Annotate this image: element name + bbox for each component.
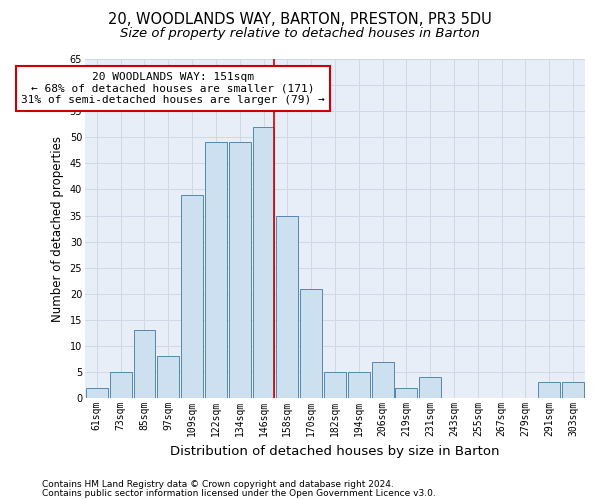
Text: Contains HM Land Registry data © Crown copyright and database right 2024.: Contains HM Land Registry data © Crown c… bbox=[42, 480, 394, 489]
Bar bbox=[562, 382, 584, 398]
Bar bbox=[277, 216, 298, 398]
Bar bbox=[253, 127, 274, 398]
Bar bbox=[538, 382, 560, 398]
Bar bbox=[324, 372, 346, 398]
Bar bbox=[395, 388, 418, 398]
Text: Contains public sector information licensed under the Open Government Licence v3: Contains public sector information licen… bbox=[42, 488, 436, 498]
Bar bbox=[181, 194, 203, 398]
Bar bbox=[419, 378, 441, 398]
Y-axis label: Number of detached properties: Number of detached properties bbox=[51, 136, 64, 322]
Bar bbox=[205, 142, 227, 398]
Bar bbox=[371, 362, 394, 398]
X-axis label: Distribution of detached houses by size in Barton: Distribution of detached houses by size … bbox=[170, 444, 500, 458]
Bar bbox=[110, 372, 131, 398]
Bar bbox=[300, 288, 322, 398]
Bar bbox=[86, 388, 108, 398]
Text: 20, WOODLANDS WAY, BARTON, PRESTON, PR3 5DU: 20, WOODLANDS WAY, BARTON, PRESTON, PR3 … bbox=[108, 12, 492, 28]
Bar bbox=[348, 372, 370, 398]
Bar bbox=[134, 330, 155, 398]
Text: 20 WOODLANDS WAY: 151sqm
← 68% of detached houses are smaller (171)
31% of semi-: 20 WOODLANDS WAY: 151sqm ← 68% of detach… bbox=[21, 72, 325, 105]
Text: Size of property relative to detached houses in Barton: Size of property relative to detached ho… bbox=[120, 28, 480, 40]
Bar bbox=[157, 356, 179, 398]
Bar bbox=[229, 142, 251, 398]
